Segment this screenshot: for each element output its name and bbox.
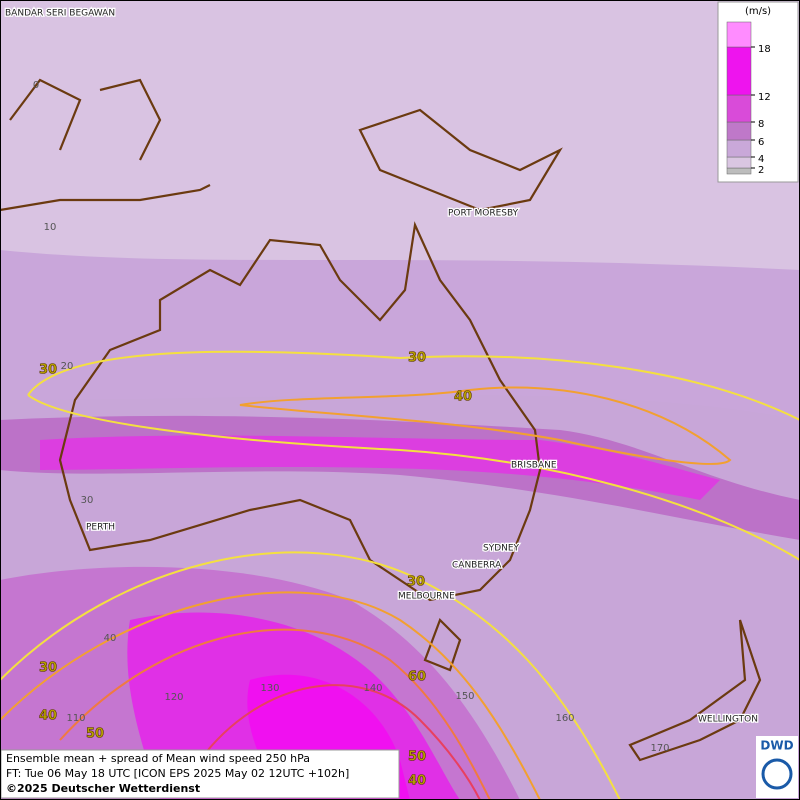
isotach (0, 591, 541, 800)
legend-label: 18 (758, 44, 771, 55)
footer-box (0, 749, 400, 799)
city-label: PORT MORESBY (448, 209, 519, 219)
legend-swatch (726, 167, 752, 175)
city-label: BRISBANE (511, 461, 557, 471)
grid-label: 170 (650, 743, 669, 754)
legend-label: 4 (758, 154, 764, 165)
logo-icon (761, 758, 793, 790)
new-guinea (358, 108, 563, 212)
spread-band (0, 250, 800, 420)
city-label: PERTH (86, 523, 115, 533)
grid-label: 120 (164, 692, 183, 703)
legend-label: 12 (758, 92, 771, 103)
new-zealand (628, 619, 762, 762)
australia (58, 221, 542, 602)
isotach (59, 628, 491, 800)
isotach-label: 40 (39, 709, 57, 724)
footer-line: FT: Tue 06 May 18 UTC [ICON EPS 2025 May… (6, 767, 349, 780)
city-label: SYDNEY (483, 544, 520, 554)
grid-label: 40 (104, 633, 117, 644)
grid-label: 150 (455, 691, 474, 702)
legend-label: 2 (758, 165, 764, 176)
isotach-label: 30 (39, 661, 57, 676)
isotach-label: 50 (86, 727, 104, 742)
isotach (199, 684, 481, 800)
legend-label: 8 (758, 119, 764, 130)
coastlines (0, 78, 762, 762)
isotach (27, 350, 800, 421)
city-label: CANBERRA (452, 561, 502, 571)
islands (0, 78, 211, 212)
isotach (239, 386, 732, 465)
legend-label: 6 (758, 137, 764, 148)
isotach-label: 40 (454, 390, 472, 405)
legend-unit: (m/s) (745, 6, 771, 17)
isotachs (0, 350, 800, 800)
legend-swatch (726, 46, 752, 96)
grid-label: 20 (61, 361, 74, 372)
grid-label: 30 (81, 495, 94, 506)
grid-label: 0 (33, 80, 39, 91)
footer-line: Ensemble mean + spread of Mean wind spee… (6, 752, 310, 765)
isotach-label: 60 (408, 670, 426, 685)
legend-swatch (726, 121, 752, 141)
footer-line: ©2025 Deutscher Wetterdienst (6, 782, 200, 795)
legend-swatch (726, 94, 752, 123)
isotach-label: 50 (408, 750, 426, 765)
isotach-label: 30 (408, 351, 426, 366)
isotach-label: 30 (39, 363, 57, 378)
spread-band (40, 435, 720, 500)
grid-label: 160 (555, 713, 574, 724)
tasmania (423, 618, 462, 672)
grid-label: 130 (260, 683, 279, 694)
legend-swatch (726, 156, 752, 169)
city-label: MELBOURNE (398, 592, 455, 602)
legend-swatch (726, 21, 752, 48)
city-label: WELLINGTON (698, 715, 758, 725)
isotach (27, 394, 800, 561)
isotach (0, 551, 621, 800)
isotach-label: 30 (407, 575, 425, 590)
logo: DWD (760, 739, 793, 753)
grid-label: 10 (44, 222, 57, 233)
city-label: BANDAR SERI BEGAWAN (5, 9, 115, 19)
grid-label: 140 (363, 683, 382, 694)
grid-label: 110 (66, 713, 85, 724)
legend-swatch (726, 139, 752, 158)
isotach-label: 40 (408, 774, 426, 789)
